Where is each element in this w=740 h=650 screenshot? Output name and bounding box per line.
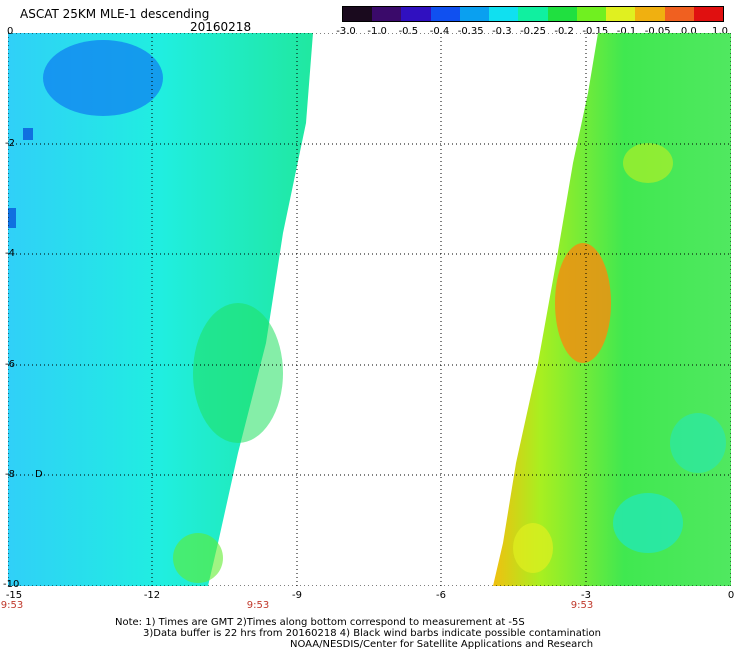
color-scale-label: -0.25	[520, 26, 546, 37]
x-axis-label-1: -12	[143, 590, 161, 601]
left-swath-green-patch-2	[173, 533, 223, 583]
time-label-left: 9:53	[0, 600, 24, 611]
color-scale-label: -0.4	[429, 26, 450, 37]
map-title: ASCAT 25KM MLE-1 descending	[20, 7, 210, 21]
right-swath-orange-patch	[555, 243, 611, 363]
color-scale-segment	[430, 7, 460, 21]
color-scale-segment	[518, 7, 548, 21]
color-scale-segment	[489, 7, 519, 21]
footer-note-line-2: 3)Data buffer is 22 hrs from 20160218 4)…	[143, 628, 601, 639]
left-swath-edge-cell-2	[23, 128, 33, 140]
y-axis-label-3: -6	[5, 359, 15, 370]
wind-barb-marker: D	[35, 469, 43, 480]
color-scale-segment	[664, 7, 694, 21]
color-scale-label: -0.35	[457, 26, 484, 37]
left-swath	[8, 33, 313, 586]
color-scale-segment	[576, 7, 607, 21]
y-axis-label-0: 0	[7, 26, 14, 37]
time-label-right: 9:53	[570, 600, 594, 611]
y-axis-label-1: -2	[5, 138, 15, 149]
x-axis-label-4: -3	[581, 590, 591, 601]
color-scale-bar	[342, 6, 724, 22]
color-scale-segment	[401, 7, 431, 21]
color-scale-label: -0.1	[616, 26, 637, 37]
right-swath-yellow-patch	[513, 523, 553, 573]
x-axis-label-0: -15	[5, 590, 23, 601]
swath-map	[8, 33, 731, 586]
color-scale-label: -0.05	[644, 26, 671, 37]
color-scale-label: 1.0	[712, 26, 728, 37]
right-swath	[493, 33, 731, 586]
time-label-middle: 9:53	[246, 600, 270, 611]
y-axis-label-5: -10	[3, 579, 20, 590]
color-scale-segment	[693, 7, 724, 21]
color-scale-label: 0.0	[680, 26, 697, 37]
right-swath-cyan-patch	[613, 493, 683, 553]
color-scale-label: -0.3	[492, 26, 512, 37]
color-scale-segment	[372, 7, 402, 21]
right-swath-cyan-patch-2	[670, 413, 726, 473]
color-scale-label: -3.0	[336, 26, 356, 37]
right-swath-yellow-patch-2	[623, 143, 673, 183]
color-scale-segment	[547, 7, 577, 21]
color-scale-segment	[459, 7, 490, 21]
color-scale-label: -0.2	[554, 26, 574, 37]
swath-map-canvas	[8, 33, 731, 586]
map-grid	[8, 33, 731, 586]
left-swath-edge-cell	[8, 208, 16, 228]
map-date: 20160218	[190, 20, 252, 34]
left-swath-green-patch	[193, 303, 283, 443]
x-axis-label-2: -9	[292, 590, 302, 601]
y-axis-label-4: -8	[5, 469, 15, 480]
color-scale-label: -1.0	[367, 26, 387, 37]
color-scale-segment	[343, 7, 373, 21]
color-scale-label: -0.5	[398, 26, 419, 37]
footer-note-line-3: NOAA/NESDIS/Center for Satellite Applica…	[290, 639, 594, 650]
footer-note-line-1: Note: 1) Times are GMT 2)Times along bot…	[115, 617, 525, 628]
color-scale-label: -0.15	[582, 26, 609, 37]
x-axis-label-3: -6	[436, 590, 446, 601]
y-axis-label-2: -4	[5, 248, 15, 259]
left-swath-low-patch	[43, 40, 163, 116]
x-axis-label-5: 0	[727, 590, 735, 601]
color-scale-segment	[606, 7, 636, 21]
color-scale-segment	[635, 7, 665, 21]
